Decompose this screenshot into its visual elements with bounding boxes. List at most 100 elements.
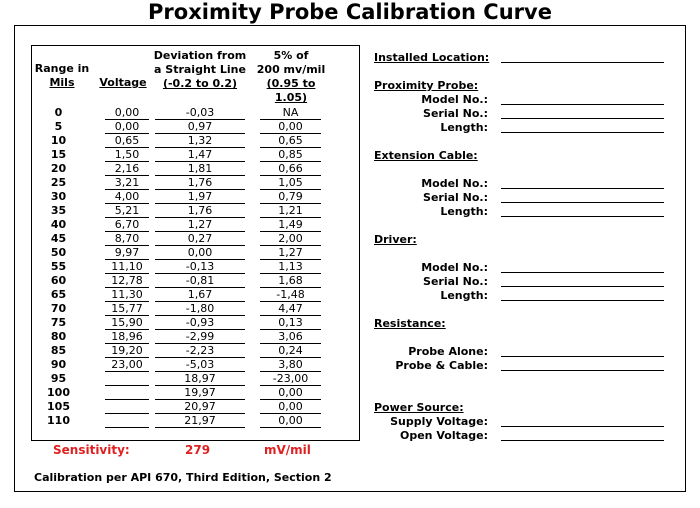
- cable-length-label: Length:: [440, 205, 488, 218]
- voltage-cell: 9,97: [105, 246, 149, 260]
- deviation-cell: 1,76: [155, 176, 245, 190]
- deviation-cell: -0,93: [155, 316, 245, 330]
- voltage-cell: 0,00: [105, 106, 149, 120]
- header-voltage: Voltage: [99, 76, 147, 89]
- probe-serial-label: Serial No.:: [423, 107, 488, 120]
- voltage-cell: 11,30: [105, 288, 149, 302]
- probe-cable-field[interactable]: [501, 370, 664, 371]
- table-row: 75 15,90 -0,93 0,13: [32, 316, 361, 330]
- percent-cell: 3,80: [260, 358, 321, 372]
- table-row: 20 2,16 1,81 0,66: [32, 162, 361, 176]
- deviation-cell: -2,23: [155, 344, 245, 358]
- table-row: 30 4,00 1,97 0,79: [32, 190, 361, 204]
- driver-length-field[interactable]: [501, 300, 664, 301]
- table-row: 35 5,21 1,76 1,21: [32, 204, 361, 218]
- mils-cell: 10: [50, 134, 67, 147]
- deviation-cell: -0,13: [155, 260, 245, 274]
- percent-cell: -23,00: [260, 372, 321, 386]
- driver-serial-field[interactable]: [501, 286, 664, 287]
- mils-cell: 30: [50, 190, 67, 203]
- voltage-cell: 4,00: [105, 190, 149, 204]
- deviation-cell: 1,81: [155, 162, 245, 176]
- table-row: 55 11,10 -0,13 1,13: [32, 260, 361, 274]
- mils-cell: 15: [50, 148, 67, 161]
- power-source-label: Power Source:: [374, 401, 464, 414]
- table-row: 60 12,78 -0,81 1,68: [32, 274, 361, 288]
- mils-cell: 55: [50, 260, 67, 273]
- installed-location-field[interactable]: [501, 62, 664, 63]
- voltage-cell: 15,90: [105, 316, 149, 330]
- mils-cell: 45: [50, 232, 67, 245]
- cable-length-field[interactable]: [501, 216, 664, 217]
- percent-cell: 4,47: [260, 302, 321, 316]
- percent-cell: 1,21: [260, 204, 321, 218]
- deviation-cell: 1,32: [155, 134, 245, 148]
- voltage-cell: 19,20: [105, 344, 149, 358]
- mils-cell: 110: [47, 414, 70, 427]
- table-row: 110 21,97 0,00: [32, 414, 361, 428]
- probe-length-label: Length:: [440, 121, 488, 134]
- mils-cell: 80: [50, 330, 67, 343]
- percent-cell: 0,85: [260, 148, 321, 162]
- deviation-cell: 0,00: [155, 246, 245, 260]
- open-voltage-field[interactable]: [501, 440, 664, 441]
- voltage-cell: [105, 414, 149, 428]
- cable-serial-label: Serial No.:: [423, 191, 488, 204]
- probe-alone-label: Probe Alone:: [408, 345, 488, 358]
- deviation-cell: -5,03: [155, 358, 245, 372]
- table-row: 10 0,65 1,32 0,65: [32, 134, 361, 148]
- probe-serial-field[interactable]: [501, 118, 664, 119]
- header-mils: Mils: [49, 76, 75, 89]
- table-row: 70 15,77 -1,80 4,47: [32, 302, 361, 316]
- voltage-cell: 8,70: [105, 232, 149, 246]
- driver-label: Driver:: [374, 233, 417, 246]
- driver-model-label: Model No.:: [421, 261, 488, 274]
- table-row: 65 11,30 1,67 -1,48: [32, 288, 361, 302]
- probe-alone-field[interactable]: [501, 356, 664, 357]
- voltage-cell: [105, 372, 149, 386]
- mils-cell: 90: [50, 358, 67, 371]
- driver-length-label: Length:: [440, 289, 488, 302]
- percent-cell: -1,48: [260, 288, 321, 302]
- percent-cell: NA: [260, 106, 321, 120]
- percent-cell: 1,49: [260, 218, 321, 232]
- form-frame: [14, 25, 686, 492]
- cable-model-field[interactable]: [501, 188, 664, 189]
- percent-cell: 1,68: [260, 274, 321, 288]
- voltage-cell: 1,50: [105, 148, 149, 162]
- calibration-table: Range in Mils Voltage Deviation from a S…: [31, 45, 360, 441]
- mils-cell: 95: [50, 372, 67, 385]
- mils-cell: 65: [50, 288, 67, 301]
- percent-cell: 0,66: [260, 162, 321, 176]
- sensitivity-unit: mV/mil: [264, 443, 311, 457]
- cable-model-label: Model No.:: [421, 177, 488, 190]
- deviation-cell: -0,03: [155, 106, 245, 120]
- mils-cell: 60: [50, 274, 67, 287]
- deviation-cell: 1,27: [155, 218, 245, 232]
- mils-cell: 105: [47, 400, 70, 413]
- extension-cable-label: Extension Cable:: [374, 149, 478, 162]
- probe-cable-label: Probe & Cable:: [395, 359, 488, 372]
- mils-cell: 25: [50, 176, 67, 189]
- table-row: 80 18,96 -2,99 3,06: [32, 330, 361, 344]
- mils-cell: 75: [50, 316, 67, 329]
- driver-model-field[interactable]: [501, 272, 664, 273]
- percent-cell: 0,00: [260, 414, 321, 428]
- probe-length-field[interactable]: [501, 132, 664, 133]
- table-row: 90 23,00 -5,03 3,80: [32, 358, 361, 372]
- driver-serial-label: Serial No.:: [423, 275, 488, 288]
- table-row: 85 19,20 -2,23 0,24: [32, 344, 361, 358]
- probe-model-field[interactable]: [501, 104, 664, 105]
- table-row: 105 20,97 0,00: [32, 400, 361, 414]
- supply-voltage-label: Supply Voltage:: [390, 415, 488, 428]
- supply-voltage-field[interactable]: [501, 426, 664, 427]
- mils-cell: 5: [54, 120, 63, 133]
- voltage-cell: 2,16: [105, 162, 149, 176]
- percent-cell: 3,06: [260, 330, 321, 344]
- voltage-cell: 18,96: [105, 330, 149, 344]
- proximity-probe-label: Proximity Probe:: [374, 79, 479, 92]
- table-row: 45 8,70 0,27 2,00: [32, 232, 361, 246]
- open-voltage-label: Open Voltage:: [400, 429, 488, 442]
- mils-cell: 40: [50, 218, 67, 231]
- cable-serial-field[interactable]: [501, 202, 664, 203]
